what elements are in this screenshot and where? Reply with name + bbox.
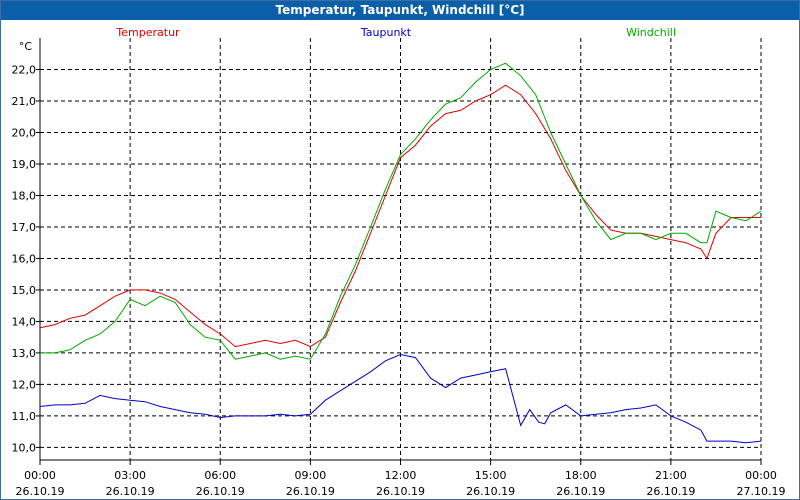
y-tick-label: 18,0: [12, 189, 37, 202]
legend-temperatur: Temperatur: [115, 26, 180, 39]
grid: [39, 38, 762, 460]
x-tick-time-label: 00:00: [745, 469, 777, 482]
x-tick-time-label: 06:00: [204, 469, 236, 482]
legend-taupunkt: Taupunkt: [360, 26, 412, 39]
y-tick-label: 11,0: [12, 410, 37, 423]
y-tick-label: 10,0: [12, 441, 37, 454]
series-line-taupunkt: [39, 353, 762, 444]
x-tick-date-label: 26.10.19: [196, 485, 245, 498]
y-tick-label: 16,0: [12, 252, 37, 265]
x-tick-date-label: 26.10.19: [106, 485, 155, 498]
y-tick-label: 15,0: [12, 284, 37, 297]
y-axis-label: °C: [19, 40, 33, 53]
y-tick-label: 17,0: [12, 221, 37, 234]
x-tick-time-label: 12:00: [385, 469, 417, 482]
y-tick-label: 22,0: [12, 63, 37, 76]
y-tick-label: 20,0: [12, 126, 37, 139]
x-tick-date-label: 26.10.19: [16, 485, 65, 498]
x-tick-date-label: 27.10.19: [737, 485, 786, 498]
legend-windchill: Windchill: [626, 26, 676, 39]
x-tick-date-label: 26.10.19: [556, 485, 605, 498]
series-line-windchill: [40, 62, 762, 360]
x-tick-date-label: 26.10.19: [376, 485, 425, 498]
legend: Temperatur Taupunkt Windchill: [115, 26, 676, 39]
y-tick-label: 21,0: [12, 95, 37, 108]
x-tick-time-label: 00:00: [24, 469, 56, 482]
x-tick-date-label: 26.10.19: [646, 485, 695, 498]
y-tick-label: 12,0: [12, 378, 37, 391]
axis-labels: 10,0 11,0 12,0 13,0 14,0 15,0 16,0 17,0 18,0 19,0…: [12, 40, 786, 498]
x-tick-time-label: 03:00: [114, 469, 146, 482]
series-lines: [39, 62, 762, 444]
series-line-temperatur: [39, 84, 761, 348]
y-tick-label: 13,0: [12, 347, 37, 360]
x-tick-date-label: 26.10.19: [286, 485, 335, 498]
axes: [36, 38, 762, 465]
x-tick-time-label: 18:00: [565, 469, 597, 482]
x-tick-time-label: 15:00: [475, 469, 507, 482]
x-tick-date-label: 26.10.19: [466, 485, 515, 498]
y-tick-label: 19,0: [12, 158, 37, 171]
y-tick-label: 14,0: [12, 315, 37, 328]
x-tick-time-label: 21:00: [655, 469, 687, 482]
x-tick-time-label: 09:00: [295, 469, 327, 482]
window-title: Temperatur, Taupunkt, Windchill [°C]: [1, 1, 799, 20]
